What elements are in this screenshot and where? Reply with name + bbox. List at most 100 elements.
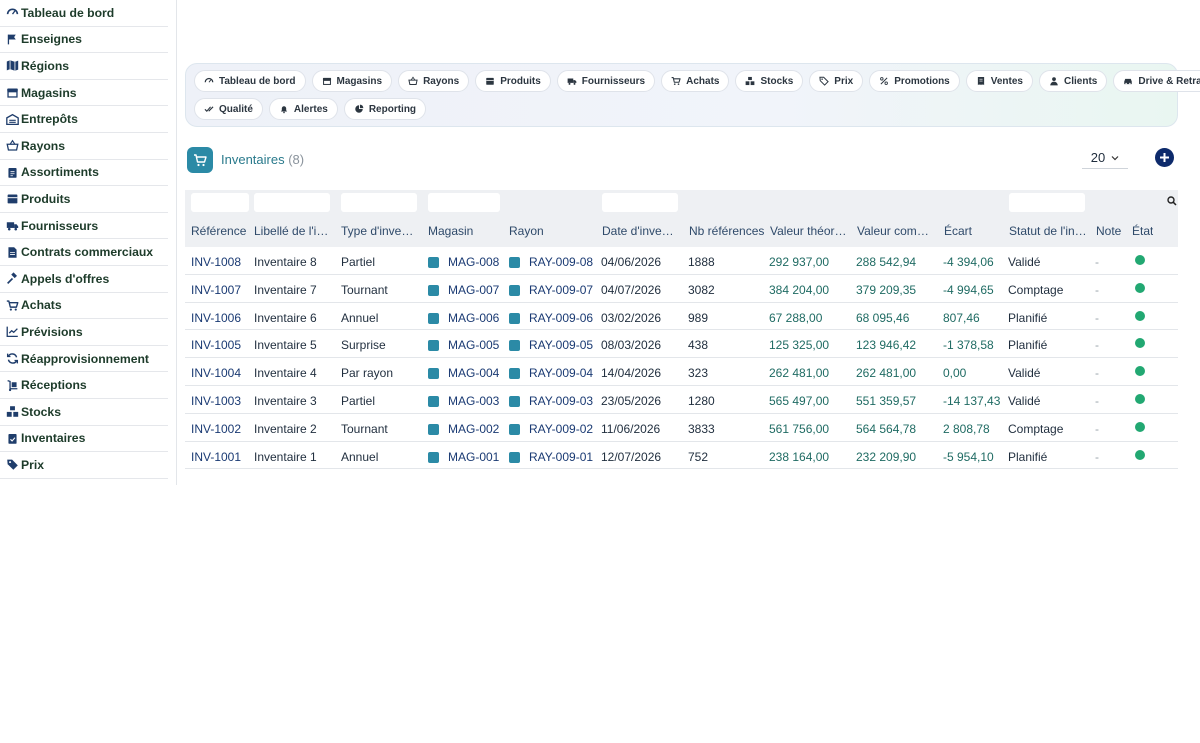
nav-button-ventes[interactable]: Ventes — [965, 70, 1033, 92]
table-row[interactable]: INV-1006 Inventaire 6 Annuel MAG-006 RAY-009… — [185, 303, 1178, 331]
column-filter-input[interactable] — [428, 193, 500, 212]
sidebar-item-reapprovisionnement[interactable]: Réapprovisionnement — [0, 346, 168, 373]
column-filter-input[interactable] — [341, 193, 417, 212]
column-header[interactable]: Valeur théori… — [770, 224, 848, 238]
reference-link[interactable]: INV-1007 — [191, 282, 242, 297]
table-row[interactable]: INV-1007 Inventaire 7 Tournant MAG-007 RAY-0… — [185, 275, 1178, 303]
nav-button-reporting[interactable]: Reporting — [343, 98, 427, 120]
sidebar-item-assortiments[interactable]: Assortiments — [0, 160, 168, 187]
sidebar-item-magasins[interactable]: Magasins — [0, 80, 168, 107]
nav-button-tableau-de-bord[interactable]: Tableau de bord — [194, 70, 306, 92]
table-row[interactable]: INV-1003 Inventaire 3 Partiel MAG-003 RAY-00… — [185, 386, 1178, 414]
sidebar-item-entrepots[interactable]: Entrepôts — [0, 106, 168, 133]
column-filter-input[interactable] — [602, 193, 678, 212]
sidebar-item-rayons[interactable]: Rayons — [0, 133, 168, 160]
column-header[interactable]: État — [1132, 224, 1154, 238]
search-icon[interactable] — [1167, 196, 1177, 206]
reference-link[interactable]: INV-1006 — [191, 310, 242, 325]
nav-button-alertes[interactable]: Alertes — [268, 98, 338, 120]
car-icon — [1123, 76, 1133, 86]
table-row[interactable]: INV-1001 Inventaire 1 Annuel MAG-001 RAY-009… — [185, 442, 1178, 470]
aisle-link[interactable]: RAY-009-03 — [509, 394, 593, 408]
sidebar-item-regions[interactable]: Régions — [0, 53, 168, 80]
add-button[interactable] — [1155, 148, 1174, 167]
store-code: MAG-005 — [448, 338, 500, 353]
aisle-link[interactable]: RAY-009-07 — [509, 283, 593, 297]
nav-button-magasins[interactable]: Magasins — [311, 70, 393, 92]
nav-button-prix[interactable]: Prix — [809, 70, 864, 92]
nav-button-promotions[interactable]: Promotions — [869, 70, 960, 92]
store-link[interactable]: MAG-008 — [428, 255, 499, 269]
sidebar-item-inventaires[interactable]: Inventaires — [0, 426, 168, 453]
reference-link[interactable]: INV-1005 — [191, 338, 242, 353]
store-link[interactable]: MAG-006 — [428, 311, 499, 325]
column-header[interactable]: Rayon — [509, 224, 544, 238]
aisle-link[interactable]: RAY-009-01 — [509, 450, 593, 464]
sidebar-item-appels-d-offres[interactable]: Appels d'offres — [0, 266, 168, 293]
sidebar-item-previsions[interactable]: Prévisions — [0, 319, 168, 346]
store-link[interactable]: MAG-005 — [428, 338, 499, 352]
sidebar-item-produits[interactable]: Produits — [0, 186, 168, 213]
column-header[interactable]: Nb références — [689, 224, 765, 238]
column-header[interactable]: Date d'inven… — [602, 224, 680, 238]
table-row[interactable]: INV-1005 Inventaire 5 Surprise MAG-005 RAY-0… — [185, 330, 1178, 359]
table-row[interactable]: INV-1008 Inventaire 8 Partiel MAG-008 RAY-00… — [185, 247, 1178, 275]
store-link[interactable]: MAG-007 — [428, 283, 499, 297]
reference-link[interactable]: INV-1001 — [191, 449, 242, 464]
nav-button-rayons[interactable]: Rayons — [398, 70, 470, 92]
nav-button-achats[interactable]: Achats — [661, 70, 730, 92]
sidebar-item-achats[interactable]: Achats — [0, 293, 168, 320]
aisle-link[interactable]: RAY-009-05 — [509, 338, 593, 352]
table-row[interactable]: INV-1004 Inventaire 4 Par rayon MAG-004 RAY-… — [185, 358, 1178, 386]
reference-link[interactable]: INV-1008 — [191, 255, 242, 269]
column-header[interactable]: Écart — [944, 224, 973, 238]
sidebar-item-enseignes[interactable]: Enseignes — [0, 27, 168, 54]
aisle-link[interactable]: RAY-009-06 — [509, 311, 593, 325]
table-row[interactable]: INV-1002 Inventaire 2 Tournant MAG-002 RAY-0… — [185, 414, 1178, 442]
column-header[interactable]: Référence — [191, 224, 247, 238]
store-link[interactable]: MAG-002 — [428, 422, 499, 436]
sidebar-item-prix[interactable]: Prix — [0, 452, 168, 479]
sidebar-item-tableau-de-bord[interactable]: Tableau de bord — [0, 0, 168, 27]
column-filter-input[interactable] — [191, 193, 249, 212]
gap-value: 2 808,78 — [943, 421, 990, 436]
sidebar-item-label: Stocks — [21, 404, 61, 419]
aisle-code: RAY-009-04 — [529, 366, 594, 381]
sidebar-item-stocks[interactable]: Stocks — [0, 399, 168, 426]
reference-link[interactable]: INV-1002 — [191, 421, 242, 436]
sidebar-item-receptions[interactable]: Réceptions — [0, 372, 168, 399]
nav-button-fournisseurs[interactable]: Fournisseurs — [556, 70, 656, 92]
note-value: - — [1095, 255, 1099, 269]
theoretical-value: 238 164,00 — [769, 449, 830, 464]
column-header[interactable]: Libellé de l'in… — [254, 224, 332, 238]
column-header[interactable]: Type d'inven… — [341, 224, 419, 238]
truck-icon — [567, 76, 577, 86]
column-header[interactable]: Valeur comp… — [857, 224, 935, 238]
column-header[interactable]: Note — [1096, 224, 1122, 238]
page-size-select[interactable]: 20 — [1082, 147, 1128, 169]
reference-link[interactable]: INV-1003 — [191, 394, 242, 408]
column-filter-input[interactable] — [254, 193, 330, 212]
aisle-link[interactable]: RAY-009-08 — [509, 255, 593, 269]
nav-button-stocks[interactable]: Stocks — [735, 70, 804, 92]
gauge-icon — [204, 76, 214, 86]
store-link[interactable]: MAG-003 — [428, 394, 499, 408]
store-link[interactable]: MAG-001 — [428, 450, 499, 464]
column-filter-input[interactable] — [1009, 193, 1085, 212]
nav-button-qualite[interactable]: Qualité — [194, 98, 263, 120]
nav-button-drive-retrait[interactable]: Drive & Retrait — [1113, 70, 1200, 92]
aisle-link[interactable]: RAY-009-04 — [509, 366, 593, 380]
reference-link[interactable]: INV-1004 — [191, 366, 242, 381]
inventory-type: Annuel — [341, 449, 379, 464]
nav-button-produits[interactable]: Produits — [475, 70, 551, 92]
receipt-icon — [976, 76, 986, 86]
column-header[interactable]: Statut de l'in… — [1009, 224, 1087, 238]
store-link[interactable]: MAG-004 — [428, 366, 499, 380]
reference-count: 323 — [688, 366, 709, 381]
gap-value: -5 954,10 — [943, 449, 994, 464]
aisle-link[interactable]: RAY-009-02 — [509, 422, 593, 436]
column-header[interactable]: Magasin — [428, 224, 474, 238]
nav-button-clients[interactable]: Clients — [1039, 70, 1108, 92]
sidebar-item-fournisseurs[interactable]: Fournisseurs — [0, 213, 168, 240]
sidebar-item-contrats-commerciaux[interactable]: Contrats commerciaux — [0, 239, 168, 266]
